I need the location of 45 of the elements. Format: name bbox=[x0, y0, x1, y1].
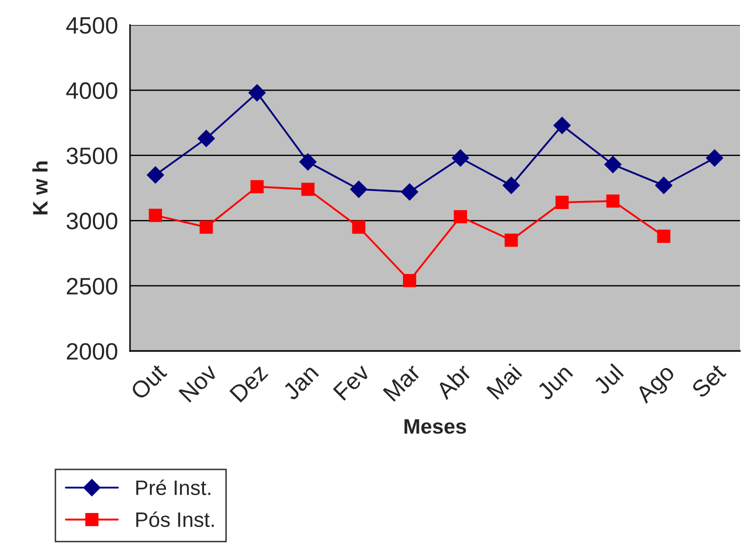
point bbox=[402, 274, 416, 288]
x-tick-label: Fev bbox=[332, 362, 371, 401]
point bbox=[454, 210, 468, 224]
legend-label: Pré Inst. bbox=[136, 480, 210, 496]
x-axis-title: Meses bbox=[404, 419, 466, 434]
x-tick-label: Dez bbox=[229, 364, 269, 403]
x-tick-label: Jun bbox=[536, 364, 574, 402]
y-axis-title: K w h bbox=[32, 162, 48, 214]
y-tick-label: 4500 bbox=[66, 17, 118, 34]
point bbox=[401, 183, 418, 200]
x-tick-label: Nov bbox=[178, 362, 218, 403]
point bbox=[657, 230, 670, 243]
point bbox=[250, 180, 264, 194]
point bbox=[198, 130, 215, 147]
point bbox=[502, 176, 520, 194]
x-tick-label: Mai bbox=[486, 363, 522, 400]
point bbox=[554, 116, 571, 134]
x-tick-label: Mar bbox=[382, 363, 422, 402]
point bbox=[706, 149, 724, 167]
x-tick-label: Abr bbox=[434, 362, 472, 400]
y-tick-label: 3500 bbox=[66, 147, 118, 164]
point bbox=[606, 194, 620, 208]
point bbox=[655, 176, 672, 194]
point bbox=[504, 234, 518, 247]
point bbox=[299, 153, 316, 170]
y-tick-label: 3000 bbox=[66, 212, 118, 230]
point bbox=[200, 220, 213, 234]
x-tick-label: Jul bbox=[592, 363, 624, 396]
point bbox=[555, 196, 569, 209]
x-tick-label: Set bbox=[690, 362, 727, 399]
point bbox=[350, 180, 368, 198]
point bbox=[148, 208, 162, 222]
point bbox=[146, 166, 164, 184]
y-tick-label: 2000 bbox=[66, 343, 118, 360]
x-tick-label: Ago bbox=[634, 363, 679, 408]
point bbox=[604, 156, 622, 174]
point bbox=[301, 182, 315, 196]
x-tick-label: Out bbox=[130, 362, 168, 400]
point bbox=[452, 149, 469, 167]
x-tick-label: Jan bbox=[282, 364, 320, 402]
legend-label: Pós Inst. bbox=[136, 512, 214, 528]
point bbox=[352, 220, 366, 234]
y-tick-label: 4000 bbox=[66, 82, 118, 99]
point bbox=[248, 84, 266, 102]
y-tick-label: 2500 bbox=[66, 278, 118, 295]
